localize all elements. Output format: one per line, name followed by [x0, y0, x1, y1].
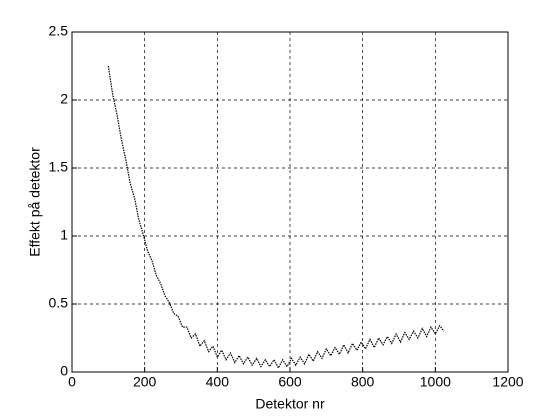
y-tick-label: 1	[60, 227, 68, 243]
y-tick-label: 2.5	[49, 23, 69, 39]
x-tick-label: 400	[206, 374, 230, 390]
x-tick-label: 800	[351, 374, 375, 390]
plot-frame	[71, 31, 509, 373]
x-tick-label: 1000	[420, 374, 451, 390]
y-tick-label: 0	[60, 363, 68, 379]
y-tick-label: 1.5	[49, 159, 69, 175]
y-axis-label: Effekt på detektor	[27, 147, 43, 257]
x-tick-label: 200	[133, 374, 157, 390]
x-tick-label: 1200	[492, 374, 523, 390]
y-tick-label: 0.5	[49, 295, 69, 311]
data-line	[107, 65, 445, 370]
y-tick-label: 2	[60, 91, 68, 107]
x-tick-label: 0	[68, 374, 76, 390]
x-axis-label: Detektor nr	[255, 396, 325, 412]
x-tick-label: 600	[278, 374, 302, 390]
